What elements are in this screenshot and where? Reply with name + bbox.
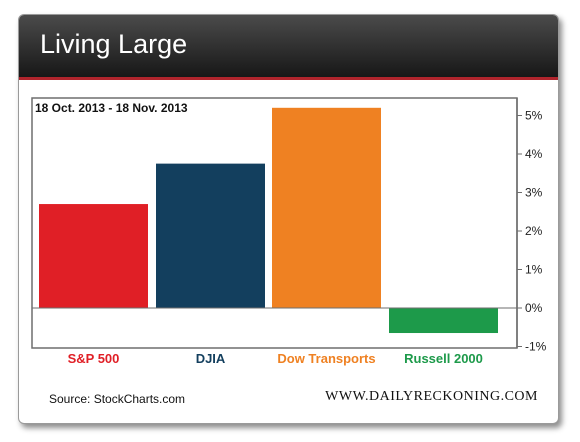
bar-djia: [156, 163, 265, 308]
y-tick-label: 5%: [525, 109, 543, 123]
x-tick-label: Russell 2000: [404, 351, 483, 366]
y-tick-label: 2%: [525, 224, 543, 238]
page-title: Living Large: [40, 29, 188, 59]
bar-s-p-500: [39, 204, 148, 308]
brand-url: WWW.DAILYRECKONING.COM: [325, 389, 538, 404]
source-note: Source: StockCharts.com: [49, 392, 186, 406]
y-axis: 5% 4% 3% 2% 1% 0% -1%: [517, 109, 547, 354]
y-tick-label: 0%: [525, 301, 543, 315]
chart-title: 18 Oct. 2013 - 18 Nov. 2013: [35, 101, 188, 115]
y-tick-label: -1%: [525, 340, 547, 354]
x-axis-labels: S&P 500 DJIA Dow Transports Russell 2000: [68, 351, 483, 366]
y-tick-label: 4%: [525, 147, 543, 161]
y-tick-label: 1%: [525, 263, 543, 277]
x-tick-label: S&P 500: [68, 351, 120, 366]
bar-russell-2000: [389, 308, 498, 334]
chart-card: Living Large 18 Oct. 2013 - 18 Nov. 2013…: [18, 14, 559, 424]
bar-chart: 18 Oct. 2013 - 18 Nov. 2013 5% 4% 3% 2% 1% 0%…: [31, 97, 547, 366]
title-bar: Living Large: [19, 15, 558, 80]
x-tick-label: DJIA: [196, 351, 226, 366]
bar-dow-transports: [272, 107, 381, 308]
x-tick-label: Dow Transports: [277, 351, 375, 366]
y-tick-label: 3%: [525, 186, 543, 200]
bar-series: [32, 107, 517, 334]
